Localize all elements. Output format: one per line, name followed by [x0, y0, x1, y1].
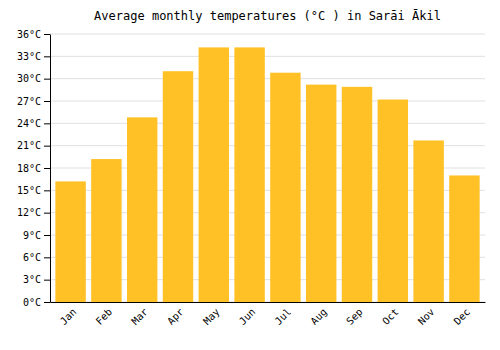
x-tick-label: Oct	[380, 306, 401, 327]
y-tick-label: 12°C	[17, 207, 41, 218]
y-tick-label: 3°C	[23, 274, 41, 285]
y-tick-label: 0°C	[23, 297, 41, 308]
x-tick-label: Feb	[94, 306, 115, 327]
bar	[449, 175, 479, 302]
title: Average monthly temperatures (°C ) in Sa…	[94, 9, 441, 23]
x-tick: Aug	[308, 306, 329, 327]
x-tick: Jul	[273, 306, 294, 327]
y-tick-label: 24°C	[17, 118, 41, 129]
x-tick-label: Jan	[58, 306, 79, 327]
bars	[55, 47, 479, 302]
bar	[127, 117, 157, 302]
chart: 0°C 3°C 6°C 9°C 12°C 15°C 18°C 21°C 24°C 27°C 30°C…	[0, 0, 500, 350]
x-axis: Jan Feb Mar Apr May Jun Jul Aug Sep Oct Nov Dec	[51, 303, 486, 327]
y-tick-label: 6°C	[23, 252, 41, 263]
x-tick: Feb	[94, 306, 115, 327]
x-tick-label: Aug	[308, 306, 329, 327]
y-tick-mark	[44, 56, 50, 57]
x-tick: Nov	[416, 306, 437, 327]
y-tick: 21°C	[17, 140, 50, 151]
bar	[163, 71, 193, 302]
y-tick-label: 21°C	[17, 140, 41, 151]
bar	[378, 100, 408, 302]
bar	[413, 140, 443, 302]
x-tick-label: Jul	[273, 306, 294, 327]
y-tick-mark	[44, 79, 50, 80]
x-tick-label: Mar	[129, 306, 150, 327]
y-tick: 36°C	[17, 29, 50, 40]
y-tick-mark	[44, 235, 50, 236]
y-tick-mark	[44, 302, 50, 303]
x-tick-label: May	[201, 306, 222, 327]
bar	[306, 85, 336, 302]
x-tick-label: Dec	[452, 306, 473, 327]
y-tick-label: 9°C	[23, 230, 41, 241]
x-tick-label: Nov	[416, 306, 437, 327]
bar	[270, 73, 300, 302]
y-tick: 24°C	[17, 118, 50, 129]
x-tick: Oct	[380, 306, 401, 327]
y-tick-label: 30°C	[17, 73, 41, 84]
y-tick: 12°C	[17, 207, 50, 218]
plot: 0°C 3°C 6°C 9°C 12°C 15°C 18°C 21°C 24°C 27°C 30°C…	[17, 29, 486, 327]
grid-line	[50, 78, 485, 79]
bar	[55, 181, 85, 302]
grid-line	[50, 34, 485, 35]
x-tick: Mar	[129, 306, 150, 327]
y-tick: 6°C	[23, 252, 50, 263]
y-axis-line	[50, 35, 51, 303]
grid-line	[50, 56, 485, 57]
y-tick-mark	[44, 280, 50, 281]
y-tick: 30°C	[17, 73, 50, 84]
x-tick: Jan	[58, 306, 79, 327]
y-tick-label: 33°C	[17, 51, 41, 62]
x-tick: Dec	[452, 306, 473, 327]
y-tick: 27°C	[17, 96, 50, 107]
x-tick-label: Apr	[165, 306, 186, 327]
y-tick: 33°C	[17, 51, 50, 62]
grid-line	[50, 123, 485, 124]
y-tick-mark	[44, 213, 50, 214]
bar	[234, 47, 264, 302]
y-tick-label: 36°C	[17, 29, 41, 40]
grid	[50, 34, 485, 302]
bar	[199, 47, 229, 302]
y-axis: 0°C 3°C 6°C 9°C 12°C 15°C 18°C 21°C 24°C 27°C 30°C…	[17, 29, 51, 308]
x-tick: Jun	[237, 306, 258, 327]
grid-line	[50, 101, 485, 102]
y-tick: 18°C	[17, 163, 50, 174]
y-tick-mark	[44, 101, 50, 102]
y-tick: 0°C	[23, 297, 50, 308]
y-tick-label: 27°C	[17, 96, 41, 107]
x-tick: Sep	[344, 306, 365, 327]
y-tick: 3°C	[23, 274, 50, 285]
y-tick: 9°C	[23, 230, 50, 241]
x-tick-label: Sep	[344, 306, 365, 327]
x-tick: May	[201, 306, 222, 327]
y-tick-mark	[44, 146, 50, 147]
bar	[342, 87, 372, 302]
x-tick-label: Jun	[237, 306, 258, 327]
y-tick-mark	[44, 123, 50, 124]
y-tick-mark	[44, 257, 50, 258]
x-axis-line	[51, 302, 486, 303]
y-tick-mark	[44, 34, 50, 35]
x-tick: Apr	[165, 306, 186, 327]
y-tick: 15°C	[17, 185, 50, 196]
y-tick-mark	[44, 168, 50, 169]
y-tick-mark	[44, 190, 50, 191]
y-tick-label: 15°C	[17, 185, 41, 196]
bar	[91, 159, 121, 302]
y-tick-label: 18°C	[17, 163, 41, 174]
